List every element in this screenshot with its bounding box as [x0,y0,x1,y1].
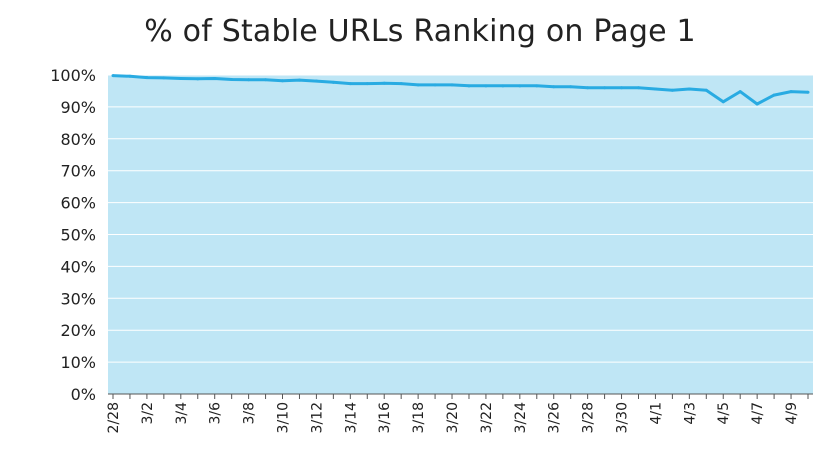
data-point [416,83,420,87]
y-tick-label: 40% [60,257,96,276]
y-tick-label: 50% [60,226,96,245]
x-tick-label: 4/3 [682,402,698,425]
data-point [721,100,725,104]
x-tick-label: 4/7 [750,402,766,425]
y-tick-label: 80% [60,130,96,149]
data-point [111,74,115,78]
x-tick-label: 4/5 [716,402,732,425]
data-point [755,102,759,106]
data-point [281,79,285,83]
x-tick-label: 3/22 [479,402,495,433]
data-point [162,76,166,80]
y-tick-label: 60% [60,194,96,213]
data-point [399,82,403,86]
data-point [789,90,793,94]
data-point [806,90,810,94]
x-tick-label: 3/14 [343,402,359,434]
data-point [128,74,132,78]
x-tick-label: 4/1 [648,402,664,425]
data-point [450,83,454,87]
data-point [213,77,217,81]
x-tick-label: 3/10 [276,402,292,433]
x-tick-label: 3/30 [615,402,631,433]
y-tick-label: 90% [60,98,96,117]
y-tick-label: 70% [60,162,96,181]
data-point [535,84,539,88]
data-point [772,93,776,97]
data-point [179,77,183,81]
x-tick-label: 3/20 [445,402,461,433]
x-tick-label: 3/2 [140,402,156,425]
data-point [433,83,437,87]
data-point [196,77,200,81]
x-axis: 2/28 3/2 3/4 3/6 3/8 3/10 3/12 3/14 3/16 3/18 3/20… [106,394,809,434]
data-point [230,77,234,81]
y-tick-label: 10% [60,353,96,372]
y-tick-label: 0% [71,385,96,404]
x-tick-label: 3/6 [208,402,224,425]
x-tick-label: 3/8 [242,402,258,425]
data-point [501,84,505,88]
data-point [382,81,386,85]
y-tick-label: 20% [60,321,96,340]
data-point [552,85,556,89]
data-point [586,86,590,90]
x-tick-label: 3/24 [513,402,529,434]
x-tick-label: 3/16 [377,402,393,434]
x-tick-label: 4/9 [784,402,800,425]
y-axis: 0% 10% 20% 30% 40% 50% 60% 70% 80% 90% 100% [50,66,96,404]
y-tick-label: 30% [60,289,96,308]
data-point [569,85,573,89]
x-tick-label: 3/12 [309,402,325,433]
x-tick-label: 3/4 [174,402,190,425]
x-tick-label: 3/28 [581,402,597,433]
data-point [620,86,624,90]
data-point [331,80,335,84]
data-point [247,78,251,82]
data-point [264,78,268,82]
x-tick-label: 2/28 [106,402,122,433]
data-point [314,79,318,83]
data-point [145,76,149,80]
data-point [704,88,708,92]
chart-title: % of Stable URLs Ranking on Page 1 [144,14,696,49]
series-line [112,74,809,106]
data-point [653,87,657,91]
data-point [365,82,369,86]
x-tick-label: 3/26 [547,402,563,434]
data-point [484,84,488,88]
data-point [518,84,522,88]
data-point [670,88,674,92]
y-tick-label: 100% [50,66,96,85]
data-point [636,86,640,90]
gridlines [108,74,813,395]
data-point [687,87,691,91]
data-point [297,78,301,82]
x-tick-label: 3/18 [411,402,427,433]
data-point [603,86,607,90]
data-point [467,84,471,88]
data-point [738,90,742,94]
series-layer [111,74,810,106]
data-point [348,82,352,86]
